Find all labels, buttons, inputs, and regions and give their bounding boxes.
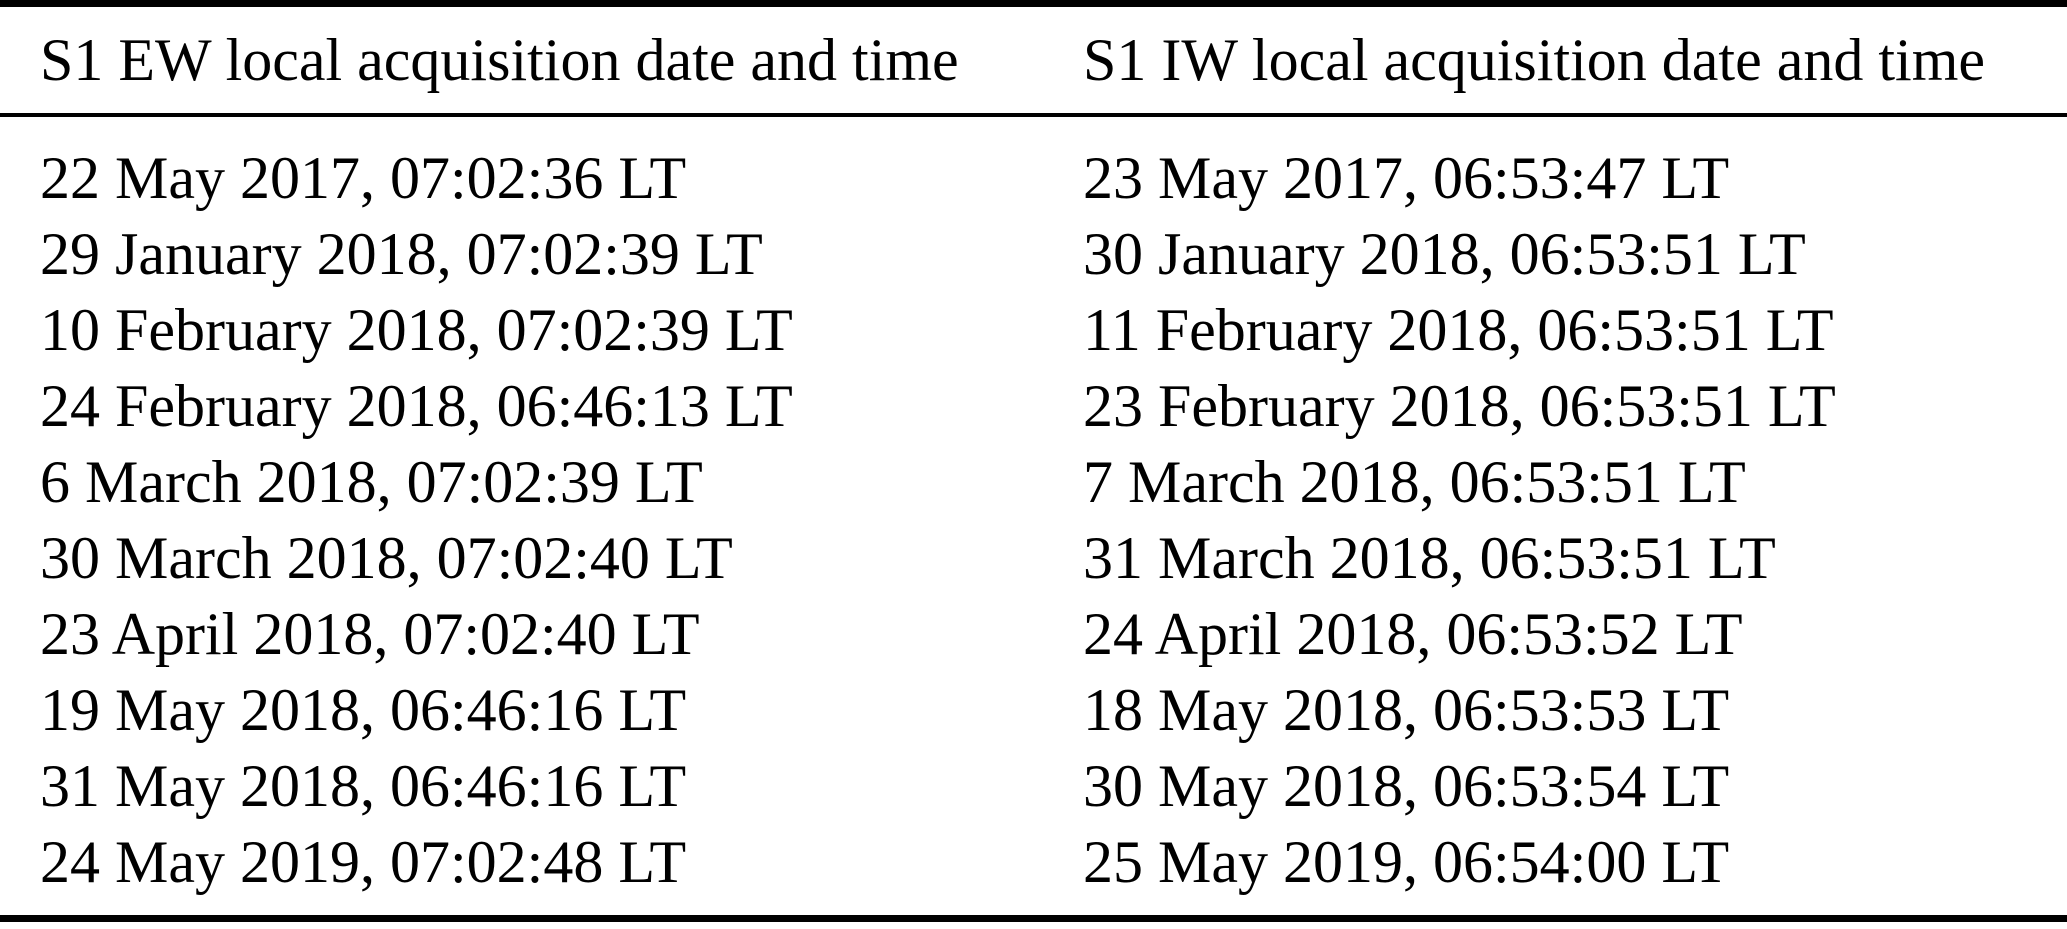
cell-ew-datetime: 24 February 2018, 06:46:13 LT (40, 373, 793, 439)
table-top-rule (0, 0, 2067, 7)
cell-iw-datetime: 23 May 2017, 06:53:47 LT (1083, 145, 1730, 211)
cell-ew-datetime: 22 May 2017, 07:02:36 LT (40, 145, 687, 211)
table-row: 30 March 2018, 07:02:40 LT 31 March 2018… (0, 520, 2067, 596)
cell-ew-datetime: 30 March 2018, 07:02:40 LT (40, 525, 733, 591)
cell-iw-datetime: 31 March 2018, 06:53:51 LT (1083, 525, 1776, 591)
table-header-row: S1 EW local acquisition date and time S1… (0, 7, 2067, 113)
cell-iw-datetime: 23 February 2018, 06:53:51 LT (1083, 373, 1836, 439)
cell-iw-datetime: 11 February 2018, 06:53:51 LT (1083, 297, 1834, 363)
cell-iw-datetime: 7 March 2018, 06:53:51 LT (1083, 449, 1746, 515)
cell-iw-datetime: 25 May 2019, 06:54:00 LT (1083, 829, 1730, 895)
cell-iw-datetime: 30 January 2018, 06:53:51 LT (1083, 221, 1806, 287)
cell-ew-datetime: 23 April 2018, 07:02:40 LT (40, 601, 700, 667)
cell-ew-datetime: 29 January 2018, 07:02:39 LT (40, 221, 763, 287)
cell-ew-datetime: 24 May 2019, 07:02:48 LT (40, 829, 687, 895)
cell-ew-datetime: 19 May 2018, 06:46:16 LT (40, 677, 687, 743)
table-row: 6 March 2018, 07:02:39 LT 7 March 2018, … (0, 444, 2067, 520)
table-row: 10 February 2018, 07:02:39 LT 11 Februar… (0, 292, 2067, 368)
table-row: 23 April 2018, 07:02:40 LT 24 April 2018… (0, 596, 2067, 672)
cell-ew-datetime: 10 February 2018, 07:02:39 LT (40, 297, 793, 363)
table-bottom-rule (0, 915, 2067, 922)
cell-iw-datetime: 18 May 2018, 06:53:53 LT (1083, 677, 1730, 743)
cell-iw-datetime: 24 April 2018, 06:53:52 LT (1083, 601, 1743, 667)
table-body: 22 May 2017, 07:02:36 LT 23 May 2017, 06… (0, 140, 2067, 900)
table-row: 19 May 2018, 06:46:16 LT 18 May 2018, 06… (0, 672, 2067, 748)
cell-ew-datetime: 31 May 2018, 06:46:16 LT (40, 753, 687, 819)
cell-iw-datetime: 30 May 2018, 06:53:54 LT (1083, 753, 1730, 819)
table-row: 24 May 2019, 07:02:48 LT 25 May 2019, 06… (0, 824, 2067, 900)
table-header-rule (0, 113, 2067, 117)
table-row: 24 February 2018, 06:46:13 LT 23 Februar… (0, 368, 2067, 444)
column-header-ew: S1 EW local acquisition date and time (40, 26, 959, 93)
table-row: 22 May 2017, 07:02:36 LT 23 May 2017, 06… (0, 140, 2067, 216)
table-row: 29 January 2018, 07:02:39 LT 30 January … (0, 216, 2067, 292)
column-header-iw: S1 IW local acquisition date and time (1083, 26, 1985, 93)
table-row: 31 May 2018, 06:46:16 LT 30 May 2018, 06… (0, 748, 2067, 824)
cell-ew-datetime: 6 March 2018, 07:02:39 LT (40, 449, 703, 515)
